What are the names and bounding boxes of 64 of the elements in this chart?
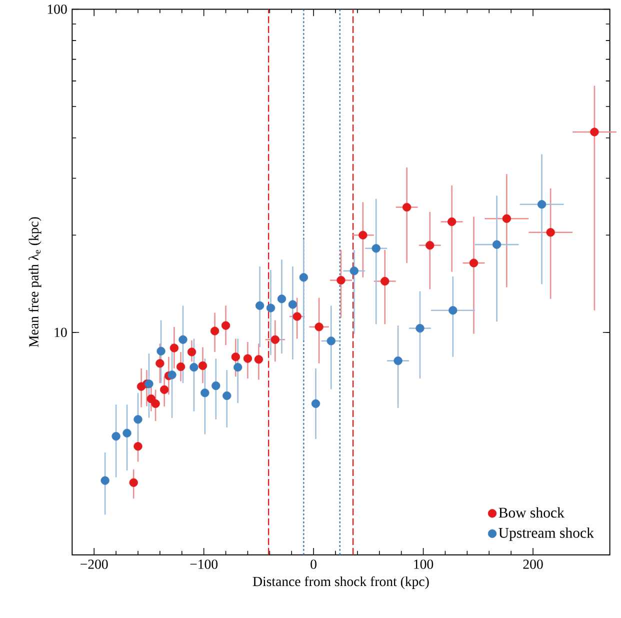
point xyxy=(156,359,164,368)
x-tick-label: −100 xyxy=(190,560,218,569)
point xyxy=(447,217,456,226)
point xyxy=(234,362,242,372)
point xyxy=(255,301,264,310)
point xyxy=(402,202,412,212)
point xyxy=(380,276,390,286)
legend-label: Upstream shock xyxy=(498,527,594,541)
point xyxy=(151,399,160,408)
point xyxy=(492,240,502,249)
point xyxy=(144,380,154,388)
legend-label: Bow shock xyxy=(498,507,564,518)
point xyxy=(326,336,336,346)
point xyxy=(178,335,188,344)
point xyxy=(546,228,555,237)
point xyxy=(122,428,132,438)
point xyxy=(100,476,110,485)
point xyxy=(270,335,280,344)
point xyxy=(336,276,346,285)
point xyxy=(160,385,169,394)
point xyxy=(394,356,402,366)
point xyxy=(311,399,320,408)
point xyxy=(134,442,142,451)
point xyxy=(314,322,324,332)
point xyxy=(266,304,276,312)
point xyxy=(537,200,546,209)
x-tick-label: 100 xyxy=(414,560,434,569)
point xyxy=(112,432,120,441)
point xyxy=(590,128,599,136)
point xyxy=(243,354,252,363)
point xyxy=(448,306,458,315)
x-tick-label: −200 xyxy=(80,560,108,569)
point xyxy=(231,352,240,362)
point xyxy=(502,214,512,223)
point xyxy=(212,381,220,390)
y-tick-label: 10 xyxy=(54,328,67,338)
point xyxy=(372,244,380,253)
point xyxy=(168,370,176,380)
point xyxy=(176,362,186,372)
point xyxy=(190,362,198,372)
point xyxy=(210,326,220,336)
point xyxy=(134,415,142,424)
point xyxy=(426,240,434,250)
point xyxy=(350,266,358,276)
point xyxy=(277,294,286,304)
point xyxy=(200,388,210,398)
point xyxy=(416,324,424,333)
y-axis-title: Mean free path λ$_{e}$ (kpc) xyxy=(28,217,42,348)
point xyxy=(187,348,196,356)
point xyxy=(129,478,138,487)
point xyxy=(299,273,308,282)
point xyxy=(254,355,264,364)
point xyxy=(170,344,179,352)
point xyxy=(156,346,166,356)
point xyxy=(221,321,230,330)
point xyxy=(469,258,478,268)
x-axis-title: Distance from shock front (kpc) xyxy=(252,576,429,589)
point xyxy=(288,300,298,309)
point xyxy=(358,230,368,240)
point xyxy=(198,361,208,370)
point xyxy=(292,312,302,321)
point xyxy=(222,391,232,400)
x-tick-label: 0 xyxy=(310,560,316,569)
x-tick-label: 200 xyxy=(523,560,543,569)
